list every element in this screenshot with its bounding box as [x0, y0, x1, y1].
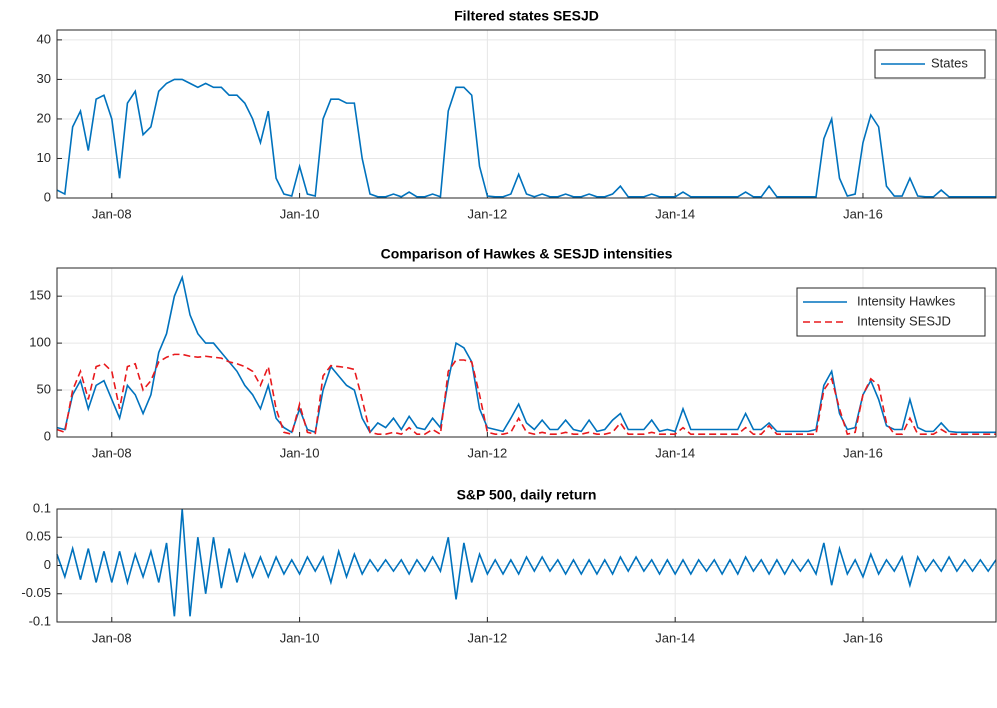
y-tick-label: 0 — [44, 189, 51, 204]
y-tick-label: 100 — [29, 335, 51, 350]
x-tick-label: Jan-08 — [92, 206, 132, 221]
y-tick-label: 20 — [37, 110, 51, 125]
y-tick-label: 10 — [37, 150, 51, 165]
chart-title: Comparison of Hawkes & SESJD intensities — [381, 246, 673, 262]
x-tick-label: Jan-14 — [655, 445, 695, 460]
legend-label: Intensity SESJD — [857, 313, 951, 328]
x-tick-label: Jan-16 — [843, 445, 883, 460]
x-tick-label: Jan-14 — [655, 206, 695, 221]
axes-box — [56, 29, 997, 199]
y-tick-label: -0.05 — [21, 585, 51, 600]
y-tick-label: 0 — [44, 557, 51, 572]
y-tick-label: -0.1 — [29, 613, 51, 628]
x-tick-label: Jan-10 — [280, 206, 320, 221]
y-tick-label: 150 — [29, 288, 51, 303]
y-tick-label: 50 — [37, 381, 51, 396]
x-tick-label: Jan-12 — [468, 445, 508, 460]
y-tick-label: 0.05 — [26, 529, 51, 544]
legend-box — [796, 287, 986, 337]
data-line — [56, 508, 997, 617]
x-tick-label: Jan-10 — [280, 630, 320, 645]
x-tick-label: Jan-08 — [92, 630, 132, 645]
x-tick-label: Jan-12 — [468, 206, 508, 221]
x-tick-label: Jan-14 — [655, 630, 695, 645]
x-tick-label: Jan-08 — [92, 445, 132, 460]
x-tick-label: Jan-16 — [843, 206, 883, 221]
y-tick-label: 30 — [37, 71, 51, 86]
chart-title: S&P 500, daily return — [457, 487, 597, 503]
chart-title: Filtered states SESJD — [454, 8, 599, 24]
axes-box — [56, 267, 997, 438]
axes-box — [56, 508, 997, 623]
data-line — [56, 78, 996, 198]
y-tick-label: 0 — [44, 428, 51, 443]
y-tick-label: 0.1 — [33, 500, 51, 515]
x-tick-label: Jan-10 — [280, 445, 320, 460]
y-tick-label: 40 — [37, 31, 51, 46]
x-tick-label: Jan-16 — [843, 630, 883, 645]
x-tick-label: Jan-12 — [468, 630, 508, 645]
data-line — [56, 274, 996, 434]
legend-label: Intensity Hawkes — [857, 293, 956, 308]
legend-label: States — [931, 55, 968, 70]
